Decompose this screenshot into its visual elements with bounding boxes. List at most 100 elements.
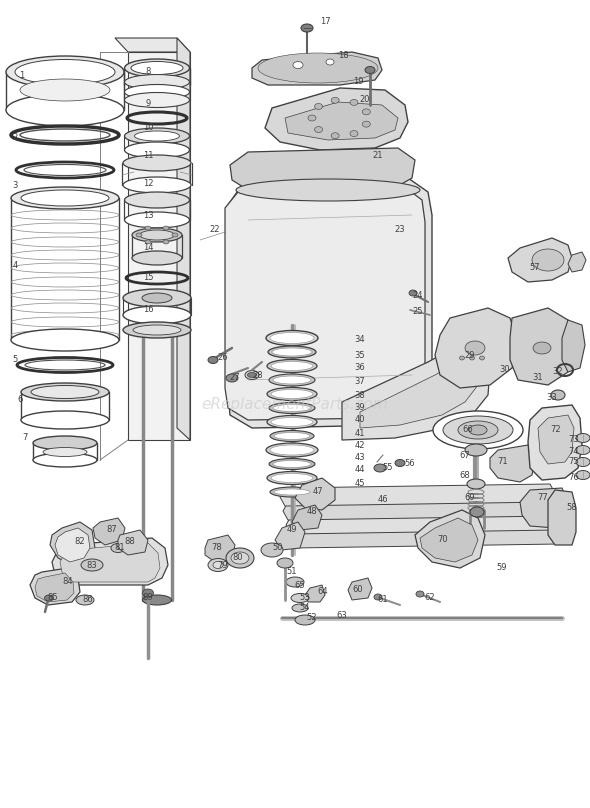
Text: 83: 83 bbox=[87, 561, 97, 570]
Ellipse shape bbox=[124, 128, 189, 144]
Text: 22: 22 bbox=[210, 225, 220, 234]
Text: 24: 24 bbox=[413, 291, 423, 300]
Ellipse shape bbox=[172, 233, 178, 237]
Ellipse shape bbox=[443, 416, 513, 444]
Ellipse shape bbox=[273, 376, 311, 384]
Text: 25: 25 bbox=[413, 308, 423, 317]
Ellipse shape bbox=[272, 348, 312, 356]
Polygon shape bbox=[568, 252, 586, 272]
Text: 51: 51 bbox=[287, 567, 297, 576]
Ellipse shape bbox=[145, 226, 151, 230]
Ellipse shape bbox=[21, 383, 109, 401]
Polygon shape bbox=[285, 102, 398, 140]
Text: 2: 2 bbox=[12, 133, 18, 142]
Polygon shape bbox=[292, 505, 322, 530]
Text: 80: 80 bbox=[232, 553, 243, 562]
Ellipse shape bbox=[314, 127, 323, 133]
Polygon shape bbox=[30, 568, 80, 605]
Text: 40: 40 bbox=[355, 415, 365, 424]
Ellipse shape bbox=[271, 361, 313, 371]
Polygon shape bbox=[490, 445, 535, 482]
Text: 63: 63 bbox=[337, 611, 348, 620]
Ellipse shape bbox=[271, 389, 313, 398]
Ellipse shape bbox=[362, 121, 371, 127]
Ellipse shape bbox=[131, 61, 183, 74]
Ellipse shape bbox=[135, 131, 179, 141]
Ellipse shape bbox=[247, 372, 257, 377]
Ellipse shape bbox=[271, 418, 313, 427]
Polygon shape bbox=[420, 518, 478, 562]
Ellipse shape bbox=[291, 594, 309, 603]
Polygon shape bbox=[35, 573, 74, 602]
Ellipse shape bbox=[551, 390, 565, 400]
Polygon shape bbox=[520, 488, 568, 528]
Polygon shape bbox=[205, 535, 235, 562]
Polygon shape bbox=[265, 88, 408, 150]
Ellipse shape bbox=[273, 461, 311, 468]
Polygon shape bbox=[305, 585, 325, 602]
Ellipse shape bbox=[123, 306, 191, 324]
Text: 29: 29 bbox=[465, 351, 476, 360]
Ellipse shape bbox=[269, 402, 315, 414]
Text: 3: 3 bbox=[12, 180, 18, 190]
Polygon shape bbox=[225, 185, 425, 420]
Polygon shape bbox=[528, 405, 582, 480]
Text: 5: 5 bbox=[12, 356, 18, 364]
Ellipse shape bbox=[133, 325, 181, 335]
Polygon shape bbox=[252, 52, 382, 85]
Polygon shape bbox=[128, 52, 190, 440]
Ellipse shape bbox=[245, 371, 259, 380]
Text: 49: 49 bbox=[287, 525, 297, 535]
Ellipse shape bbox=[163, 240, 169, 244]
Polygon shape bbox=[118, 530, 148, 555]
Ellipse shape bbox=[258, 53, 378, 83]
Text: 41: 41 bbox=[355, 428, 365, 437]
Text: 20: 20 bbox=[360, 95, 371, 104]
Ellipse shape bbox=[470, 507, 484, 517]
Ellipse shape bbox=[274, 489, 310, 495]
Ellipse shape bbox=[268, 346, 316, 358]
Polygon shape bbox=[468, 322, 525, 372]
Text: 85: 85 bbox=[48, 594, 58, 603]
Text: 15: 15 bbox=[143, 273, 153, 283]
Ellipse shape bbox=[111, 544, 125, 553]
Ellipse shape bbox=[208, 558, 228, 571]
Text: 44: 44 bbox=[355, 465, 365, 474]
Ellipse shape bbox=[532, 249, 564, 271]
Ellipse shape bbox=[132, 228, 182, 242]
Text: 74: 74 bbox=[569, 448, 579, 457]
Ellipse shape bbox=[576, 445, 590, 454]
Ellipse shape bbox=[460, 356, 464, 360]
Polygon shape bbox=[60, 543, 160, 582]
Ellipse shape bbox=[576, 457, 590, 466]
Text: 36: 36 bbox=[355, 364, 365, 372]
Ellipse shape bbox=[21, 411, 109, 429]
Ellipse shape bbox=[267, 472, 317, 485]
Ellipse shape bbox=[576, 434, 590, 443]
Polygon shape bbox=[295, 478, 335, 510]
Polygon shape bbox=[177, 38, 190, 440]
Ellipse shape bbox=[467, 479, 485, 489]
Ellipse shape bbox=[433, 411, 523, 449]
Text: 58: 58 bbox=[566, 503, 577, 512]
Ellipse shape bbox=[124, 212, 189, 228]
Ellipse shape bbox=[124, 85, 189, 99]
Text: 84: 84 bbox=[63, 578, 73, 587]
Ellipse shape bbox=[261, 543, 283, 557]
Ellipse shape bbox=[143, 589, 153, 597]
Polygon shape bbox=[538, 415, 574, 464]
Ellipse shape bbox=[124, 74, 189, 90]
Ellipse shape bbox=[208, 356, 218, 364]
Ellipse shape bbox=[44, 595, 54, 601]
Text: 26: 26 bbox=[218, 354, 228, 363]
Polygon shape bbox=[93, 518, 125, 545]
Ellipse shape bbox=[267, 415, 317, 428]
Text: 6: 6 bbox=[17, 395, 22, 405]
Polygon shape bbox=[562, 320, 585, 372]
Polygon shape bbox=[415, 510, 485, 568]
Ellipse shape bbox=[21, 190, 109, 206]
Ellipse shape bbox=[124, 142, 189, 158]
Polygon shape bbox=[289, 526, 564, 548]
Text: 4: 4 bbox=[12, 260, 18, 270]
Text: 16: 16 bbox=[143, 305, 153, 314]
